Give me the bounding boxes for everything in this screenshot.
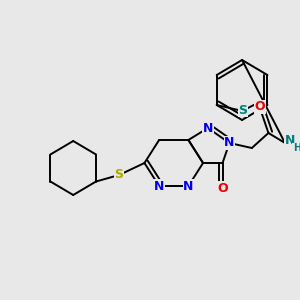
Text: N: N <box>285 134 295 146</box>
Text: S: S <box>238 103 247 116</box>
Text: N: N <box>224 136 235 149</box>
Text: H: H <box>293 143 300 153</box>
Text: O: O <box>254 100 265 113</box>
Text: N: N <box>154 179 164 193</box>
Text: N: N <box>203 122 213 134</box>
Text: N: N <box>183 179 194 193</box>
Text: O: O <box>217 182 228 194</box>
Text: S: S <box>115 169 124 182</box>
